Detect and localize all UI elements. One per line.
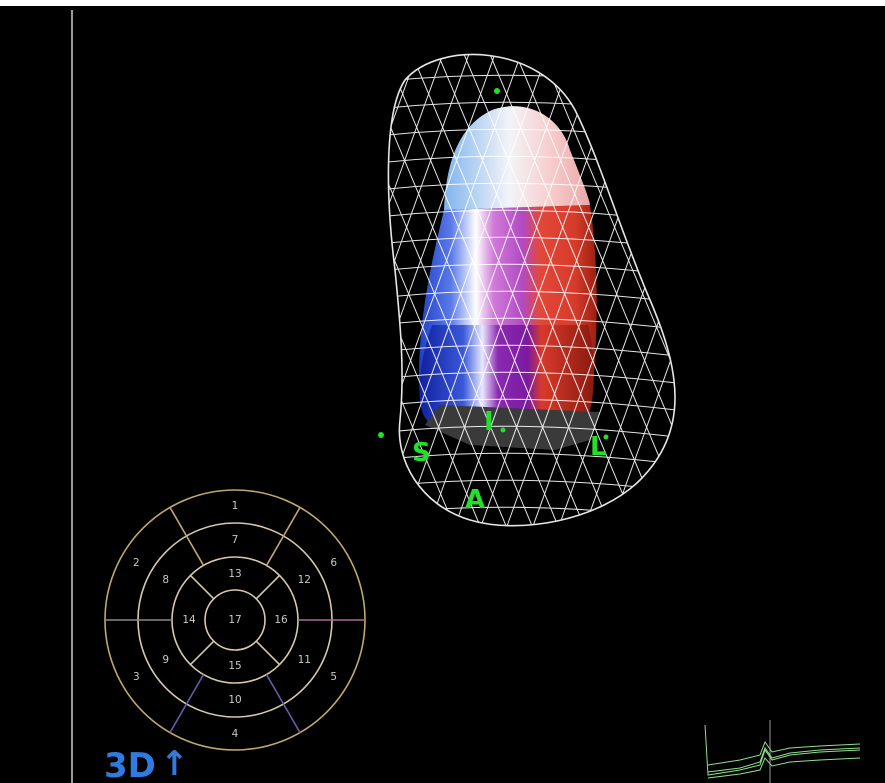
3d-logo: 3D ↑ [104,744,189,783]
bullseye-divider [169,703,188,733]
bullseye-segment-label: 4 [232,728,239,740]
mesh-edge [431,54,643,526]
bullseye-segment-label: 9 [162,654,169,666]
bullseye-divider [265,674,285,705]
bullseye-divider [185,535,205,566]
mesh-edge [388,54,449,526]
mesh-edge [605,54,675,526]
mesh-ring [388,398,675,414]
top-edge [0,0,885,6]
marker-septal: S [412,438,431,468]
mesh-edge [388,54,539,526]
bullseye-segment-label: 5 [330,671,337,683]
bullseye-segment-label: 11 [298,654,311,666]
mesh-edge [388,54,475,526]
logo-text: 3D [104,746,156,783]
ecg-trace [704,720,861,783]
septal-dot [378,432,384,438]
apex-dot [494,88,500,94]
mesh-ring [388,344,675,360]
mesh-edge [423,54,605,526]
marker-lateral: L [590,432,607,462]
mesh-edge [388,54,461,526]
bullseye-divider [185,674,205,705]
mesh-ring [388,317,675,333]
bullseye-segment-label: 6 [330,557,337,569]
mesh-edge [388,54,591,526]
lateral-dot [603,434,609,440]
bullseye-divider [282,507,301,537]
bullseye-segment-label: 15 [228,660,241,672]
bullseye-divider [255,640,281,666]
bullseye-divider [282,703,301,733]
marker-inferior: I [484,407,494,437]
bullseye-segment-label: 1 [232,500,239,512]
mesh-edge [388,54,423,526]
mesh-edge [535,54,675,526]
bullseye-segment-label: 16 [274,614,288,626]
mesh-edge [388,54,513,526]
marker-anterior: A [465,485,485,515]
bullseye-divider [189,640,215,666]
orientation-markers: S I L A [378,88,609,515]
mesh-edge [397,54,579,526]
mesh-edge [388,54,527,526]
bullseye-segment-label: 8 [162,574,169,586]
bullseye-segment-label: 17 [228,614,241,626]
bullseye-segment-label: 3 [133,671,140,683]
mesh-edge [388,54,487,526]
bullseye-segment-label: 14 [182,614,196,626]
mesh-ring [388,425,675,441]
mesh-edge [553,54,675,526]
mesh-edge [527,54,675,526]
bullseye-divider [255,574,281,600]
bullseye-segment-label: 13 [228,568,241,580]
mesh-edge [457,54,669,526]
inferior-dot [500,427,506,433]
bullseye-ring [204,589,266,651]
mesh-edge [388,54,501,526]
bullseye-divider [265,535,285,566]
bullseye-segment-label: 2 [133,557,140,569]
bullseye-divider [189,574,215,600]
bullseye-segment-label: 12 [298,574,311,586]
mesh-edge [509,54,675,526]
bullseye-divider [169,507,188,537]
mesh-edge [405,54,617,526]
bullseye-segment-label: 7 [232,534,239,546]
logo-arrow-icon: ↑ [160,744,189,783]
bullseye-segment-label: 10 [228,694,241,706]
